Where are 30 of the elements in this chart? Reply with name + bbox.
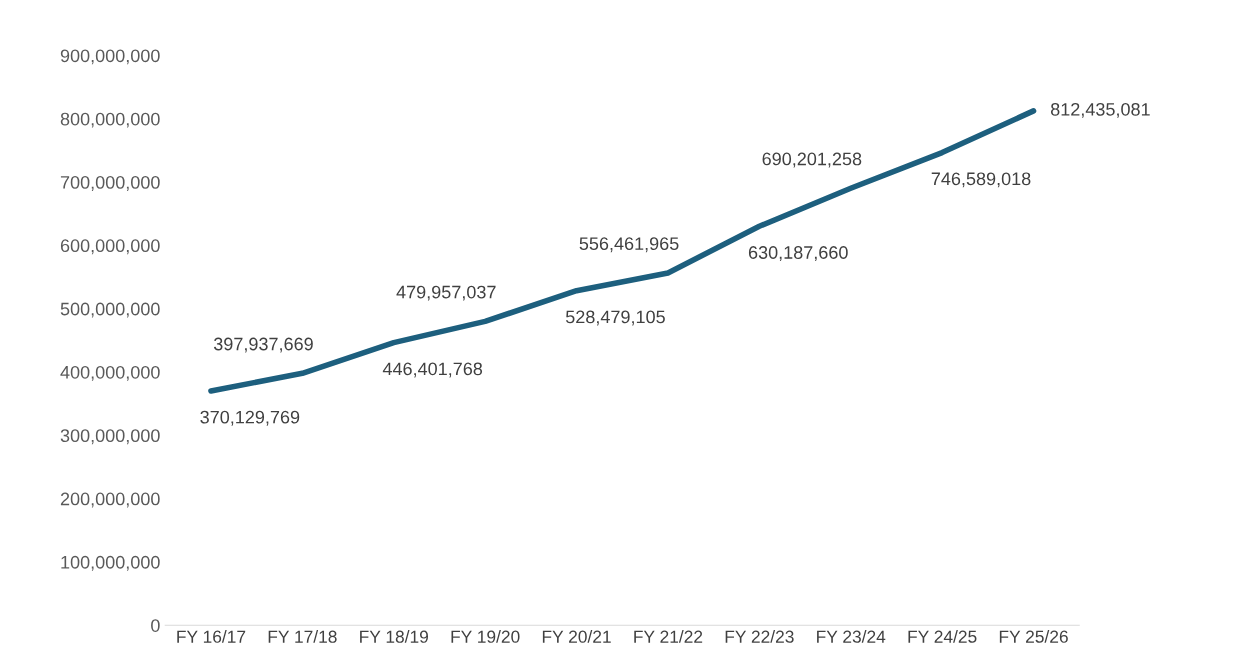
y-tick-label: 300,000,000 <box>60 429 160 445</box>
y-tick-label: 100,000,000 <box>61 555 160 571</box>
data-label: 370,129,769 <box>200 410 300 426</box>
x-tick-label: FY 17/18 <box>268 630 337 643</box>
data-label: 746,589,018 <box>931 172 1031 188</box>
y-tick-label: 600,000,000 <box>60 239 160 255</box>
y-tick-label: 700,000,000 <box>60 176 160 191</box>
data-label: 446,401,768 <box>382 362 483 378</box>
y-tick-label: 500,000,000 <box>60 302 160 318</box>
y-tick-label: 900,000,000 <box>60 49 160 65</box>
y-tick-label: 0 <box>151 619 160 632</box>
y-tick-label: 800,000,000 <box>60 112 160 128</box>
x-tick-label: FY 24/25 <box>908 630 977 643</box>
data-label: 630,187,660 <box>748 246 848 262</box>
x-tick-label: FY 22/23 <box>725 630 794 643</box>
x-tick-label: FY 16/17 <box>177 630 246 643</box>
x-tick-label: FY 18/19 <box>360 630 429 643</box>
x-tick-label: FY 20/21 <box>542 630 611 643</box>
data-label: 397,937,669 <box>213 337 313 353</box>
x-tick-label: FY 25/26 <box>999 630 1068 643</box>
data-label: 528,479,105 <box>565 310 665 326</box>
x-tick-label: FY 23/24 <box>817 630 886 643</box>
data-label: 556,461,965 <box>579 237 679 253</box>
data-label: 690,201,258 <box>762 152 862 168</box>
y-tick-label: 400,000,000 <box>60 365 160 381</box>
data-label: 812,435,081 <box>1050 102 1150 118</box>
x-tick-label: FY 21/22 <box>634 630 703 643</box>
data-label: 479,957,037 <box>396 285 496 301</box>
x-tick-label: FY 19/20 <box>451 630 520 643</box>
y-tick-label: 200,000,000 <box>60 492 160 508</box>
